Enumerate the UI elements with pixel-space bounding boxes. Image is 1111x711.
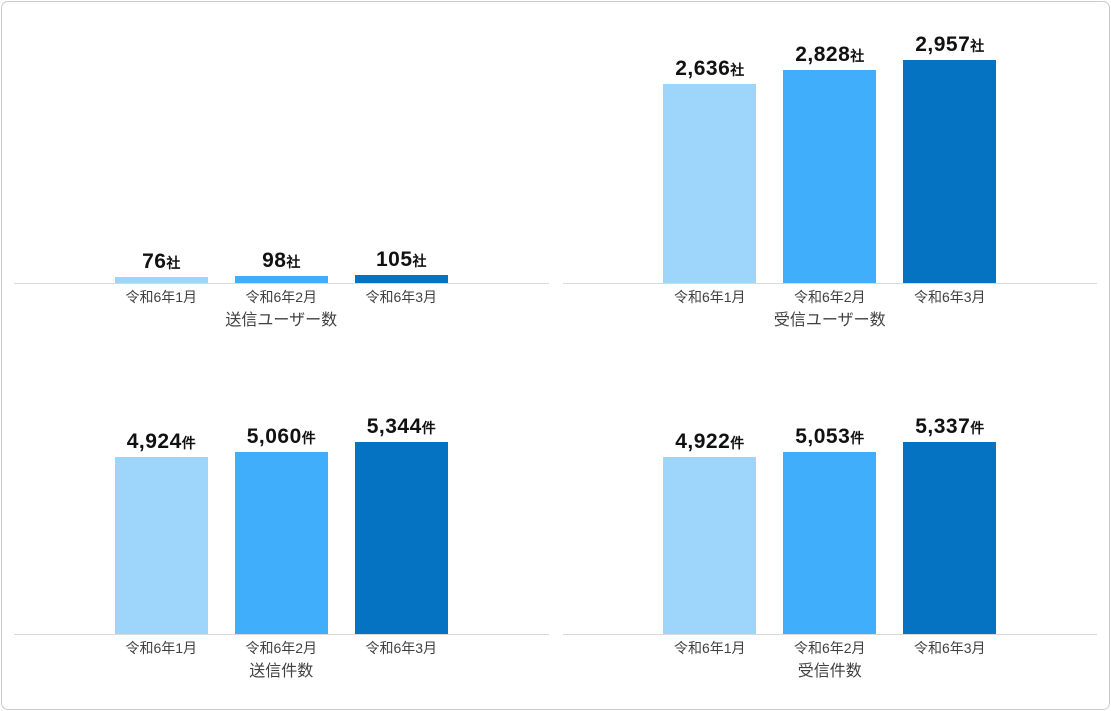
x-axis-tick-label: 令和6年3月: [365, 640, 438, 656]
x-axis-tick-label: 令和6年2月: [793, 289, 866, 305]
bar-chart-2: 4,924件 5,060件 5,344件 令和6年1月 令和6年2月 令和6年3月 送信…: [14, 393, 549, 682]
bar: [114, 277, 208, 283]
value-number: 5,060: [246, 425, 302, 448]
bar-column-0: 2,636社: [663, 58, 757, 283]
value-label: 105社: [376, 249, 427, 270]
value-number: 105: [375, 248, 413, 271]
value-unit: 社: [970, 38, 985, 54]
x-axis-tick-label: 令和6年3月: [913, 640, 986, 656]
value-label: 2,957社: [915, 34, 984, 55]
bar-column-1: 5,060件: [234, 426, 328, 634]
x-axis-tick-label: 令和6年3月: [913, 289, 986, 305]
bar-column-1: 5,053件: [783, 426, 877, 634]
bar: [783, 452, 877, 634]
bar: [903, 442, 997, 634]
value-unit: 社: [166, 255, 181, 271]
x-axis-labels: 令和6年1月 令和6年2月 令和6年3月: [14, 289, 549, 306]
value-unit: 社: [412, 253, 427, 269]
value-label: 98社: [262, 250, 300, 271]
bar-column-2: 5,344件: [354, 416, 448, 634]
value-label: 5,053件: [795, 426, 864, 447]
value-label: 4,924件: [127, 431, 196, 452]
bar-column-2: 2,957社: [903, 34, 997, 283]
bar-chart-1: 2,636社 2,828社 2,957社 令和6年1月 令和6年2月 令和6年3月 受信…: [562, 19, 1098, 331]
x-axis-tick-label: 令和6年2月: [793, 640, 866, 656]
value-number: 2,828: [795, 43, 851, 66]
bar-column-1: 2,828社: [783, 44, 877, 283]
x-axis-tick-label: 令和6年1月: [125, 289, 198, 305]
bar-column-0: 76社: [114, 251, 208, 283]
bar: [234, 276, 328, 283]
bar: [783, 70, 877, 283]
value-label: 2,828社: [795, 44, 864, 65]
value-label: 76社: [142, 251, 180, 272]
chart-title: 送信件数: [249, 663, 314, 680]
bar: [234, 452, 328, 634]
x-axis-tick-label: 令和6年1月: [125, 640, 198, 656]
charts-grid: 76社 98社 105社 令和6年1月 令和6年2月 令和6年3月 送信ユーザー数 2,…: [14, 19, 1097, 682]
value-unit: 件: [301, 430, 316, 446]
value-label: 5,344件: [367, 416, 436, 437]
bar: [114, 457, 208, 634]
value-label: 5,337件: [915, 416, 984, 437]
x-axis-tick-label: 令和6年2月: [245, 289, 318, 305]
chart-title: 送信ユーザー数: [225, 312, 338, 329]
x-axis-tick-label: 令和6年2月: [245, 640, 318, 656]
value-number: 5,053: [795, 425, 851, 448]
value-number: 98: [262, 249, 287, 272]
value-number: 2,636: [675, 57, 731, 80]
value-label: 5,060件: [247, 426, 316, 447]
bar: [903, 60, 997, 283]
value-unit: 件: [850, 430, 865, 446]
bar-column-0: 4,922件: [663, 431, 757, 634]
x-axis-tick-label: 令和6年1月: [673, 289, 746, 305]
value-unit: 社: [850, 48, 865, 64]
bar: [663, 84, 757, 283]
plot-area: 76社 98社 105社: [14, 19, 549, 284]
value-label: 4,922件: [675, 431, 744, 452]
x-axis-labels: 令和6年1月 令和6年2月 令和6年3月: [14, 640, 549, 657]
value-unit: 社: [286, 254, 301, 270]
value-unit: 件: [730, 435, 745, 451]
x-axis-labels: 令和6年1月 令和6年2月 令和6年3月: [563, 640, 1098, 657]
value-number: 2,957: [915, 33, 971, 56]
value-unit: 件: [421, 420, 436, 436]
x-axis-labels: 令和6年1月 令和6年2月 令和6年3月: [563, 289, 1098, 306]
bar-column-2: 105社: [354, 249, 448, 283]
x-axis-tick-label: 令和6年3月: [365, 289, 438, 305]
x-axis-tick-label: 令和6年1月: [673, 640, 746, 656]
bar-column-2: 5,337件: [903, 416, 997, 634]
bar: [354, 442, 448, 634]
bar-chart-3: 4,922件 5,053件 5,337件 令和6年1月 令和6年2月 令和6年3月 受信…: [562, 393, 1098, 682]
chart-title: 受信ユーザー数: [773, 312, 886, 329]
bar: [354, 275, 448, 283]
chart-title: 受信件数: [797, 663, 862, 680]
value-number: 5,337: [915, 415, 971, 438]
plot-area: 4,922件 5,053件 5,337件: [562, 393, 1097, 635]
value-unit: 社: [730, 62, 745, 78]
value-number: 4,922: [675, 430, 731, 453]
bar-column-0: 4,924件: [114, 431, 208, 634]
plot-area: 2,636社 2,828社 2,957社: [562, 19, 1097, 284]
value-number: 5,344: [366, 415, 422, 438]
value-number: 4,924: [126, 430, 182, 453]
value-unit: 件: [970, 420, 985, 436]
value-label: 2,636社: [675, 58, 744, 79]
value-unit: 件: [181, 435, 196, 451]
value-number: 76: [142, 250, 167, 273]
plot-area: 4,924件 5,060件 5,344件: [14, 393, 549, 635]
bar-column-1: 98社: [234, 250, 328, 283]
bar-chart-0: 76社 98社 105社 令和6年1月 令和6年2月 令和6年3月 送信ユーザー数: [14, 19, 549, 331]
bar: [663, 457, 757, 634]
